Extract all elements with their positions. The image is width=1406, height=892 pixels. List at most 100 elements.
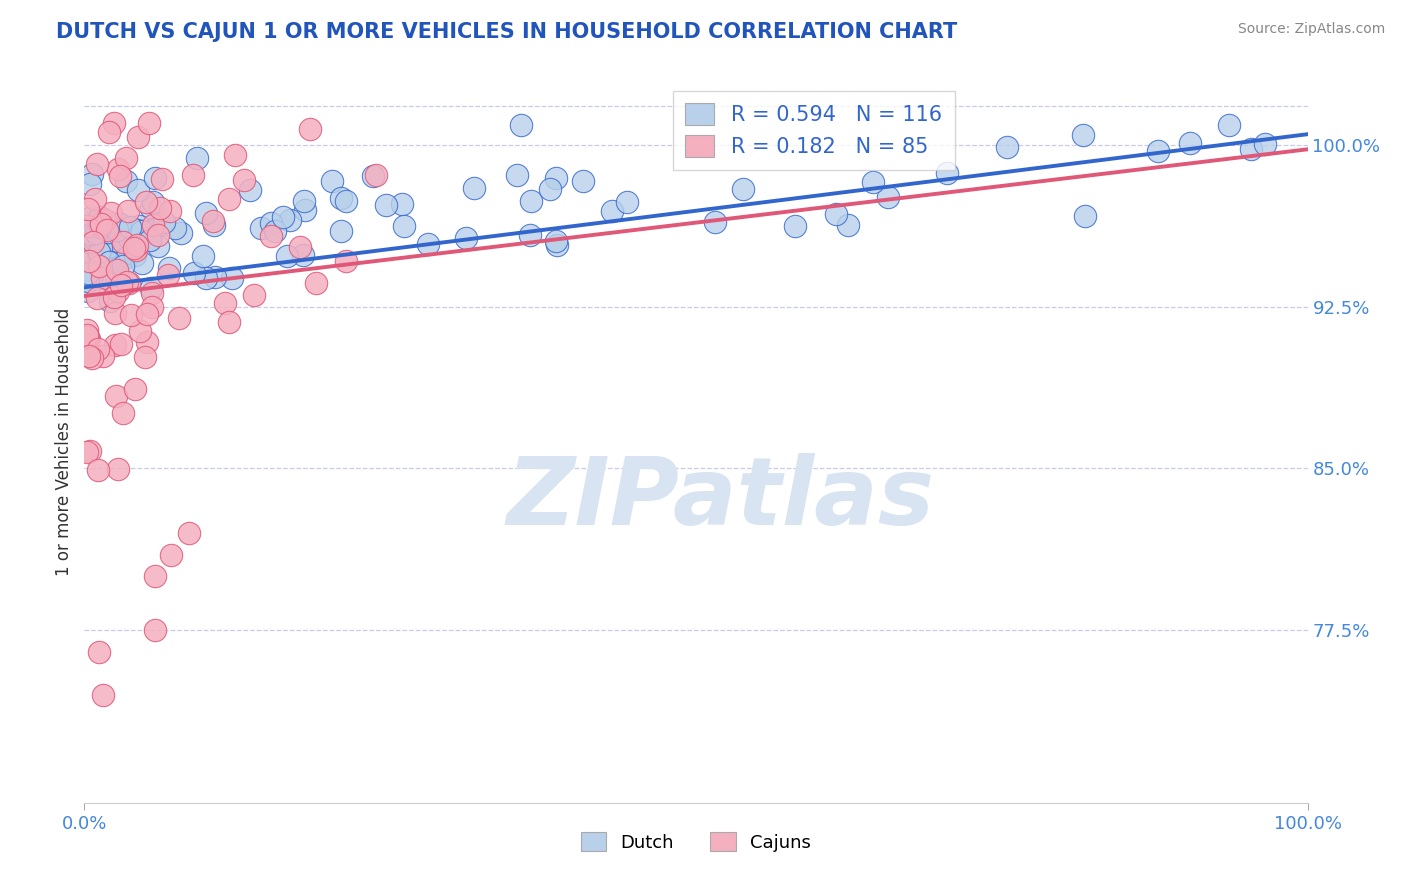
Point bbox=[105, 263, 128, 277]
Point bbox=[616, 195, 638, 210]
Point bbox=[141, 221, 163, 235]
Point bbox=[128, 219, 150, 234]
Point bbox=[87, 211, 110, 226]
Point bbox=[1147, 144, 1170, 158]
Point bbox=[86, 257, 108, 271]
Point bbox=[84, 226, 107, 240]
Point bbox=[153, 215, 176, 229]
Point bbox=[783, 219, 806, 233]
Text: ZIPatlas: ZIPatlas bbox=[506, 453, 935, 545]
Point bbox=[862, 175, 884, 189]
Point bbox=[107, 234, 129, 248]
Point bbox=[138, 116, 160, 130]
Point bbox=[292, 194, 315, 208]
Point bbox=[80, 351, 103, 365]
Point bbox=[1073, 128, 1095, 142]
Point bbox=[329, 191, 352, 205]
Point bbox=[115, 152, 138, 166]
Point bbox=[111, 235, 134, 249]
Point bbox=[103, 116, 125, 130]
Point bbox=[83, 232, 105, 246]
Point bbox=[221, 270, 243, 285]
Point bbox=[704, 215, 727, 229]
Point bbox=[572, 174, 595, 188]
Point bbox=[122, 241, 145, 255]
Point bbox=[148, 228, 170, 243]
Point bbox=[124, 248, 146, 262]
Point bbox=[90, 217, 112, 231]
Point bbox=[98, 125, 121, 139]
Point bbox=[157, 260, 180, 275]
Point bbox=[149, 201, 172, 215]
Point bbox=[87, 259, 110, 273]
Point bbox=[375, 198, 398, 212]
Point bbox=[232, 173, 254, 187]
Point bbox=[127, 222, 149, 236]
Point bbox=[509, 119, 531, 133]
Point bbox=[107, 250, 129, 264]
Point bbox=[260, 229, 283, 244]
Point bbox=[600, 204, 623, 219]
Point bbox=[97, 225, 120, 239]
Point bbox=[416, 237, 439, 252]
Point bbox=[391, 197, 413, 211]
Point bbox=[87, 245, 110, 260]
Point bbox=[361, 169, 384, 183]
Point bbox=[135, 307, 157, 321]
Point bbox=[76, 346, 98, 360]
Point bbox=[249, 220, 271, 235]
Point bbox=[202, 219, 225, 233]
Point bbox=[120, 308, 142, 322]
Point bbox=[77, 248, 100, 262]
Point bbox=[96, 268, 118, 282]
Legend: Dutch, Cajuns: Dutch, Cajuns bbox=[574, 825, 818, 859]
Point bbox=[291, 248, 314, 262]
Point bbox=[142, 223, 165, 237]
Point bbox=[538, 182, 561, 196]
Text: Source: ZipAtlas.com: Source: ZipAtlas.com bbox=[1237, 22, 1385, 37]
Point bbox=[825, 207, 848, 221]
Point bbox=[103, 275, 125, 289]
Point bbox=[141, 285, 163, 300]
Point bbox=[128, 324, 150, 338]
Point bbox=[454, 231, 477, 245]
Point bbox=[77, 253, 100, 268]
Point bbox=[86, 245, 108, 260]
Point bbox=[77, 330, 100, 344]
Text: DUTCH VS CAJUN 1 OR MORE VEHICLES IN HOUSEHOLD CORRELATION CHART: DUTCH VS CAJUN 1 OR MORE VEHICLES IN HOU… bbox=[56, 22, 957, 42]
Point bbox=[271, 211, 294, 225]
Point bbox=[936, 166, 959, 180]
Point bbox=[118, 219, 141, 234]
Point bbox=[115, 174, 138, 188]
Point bbox=[124, 382, 146, 396]
Point bbox=[135, 194, 157, 209]
Point bbox=[107, 462, 129, 476]
Point bbox=[127, 238, 149, 252]
Point bbox=[90, 248, 112, 262]
Point bbox=[89, 219, 111, 234]
Point bbox=[519, 228, 541, 243]
Point bbox=[118, 277, 141, 291]
Point bbox=[163, 221, 186, 235]
Point bbox=[76, 323, 98, 337]
Point bbox=[77, 272, 100, 286]
Point bbox=[298, 122, 321, 136]
Point bbox=[107, 161, 129, 176]
Point bbox=[84, 237, 107, 252]
Point bbox=[79, 443, 101, 458]
Point bbox=[77, 235, 100, 250]
Point bbox=[77, 266, 100, 280]
Point bbox=[224, 148, 246, 162]
Point bbox=[159, 203, 181, 218]
Point bbox=[93, 349, 115, 363]
Point bbox=[201, 214, 224, 228]
Point bbox=[263, 224, 285, 238]
Point bbox=[77, 284, 100, 298]
Point bbox=[330, 224, 353, 238]
Y-axis label: 1 or more Vehicles in Household: 1 or more Vehicles in Household bbox=[55, 308, 73, 575]
Point bbox=[218, 315, 240, 329]
Point bbox=[321, 174, 343, 188]
Point bbox=[335, 194, 357, 208]
Point bbox=[141, 201, 163, 215]
Point bbox=[76, 219, 98, 233]
